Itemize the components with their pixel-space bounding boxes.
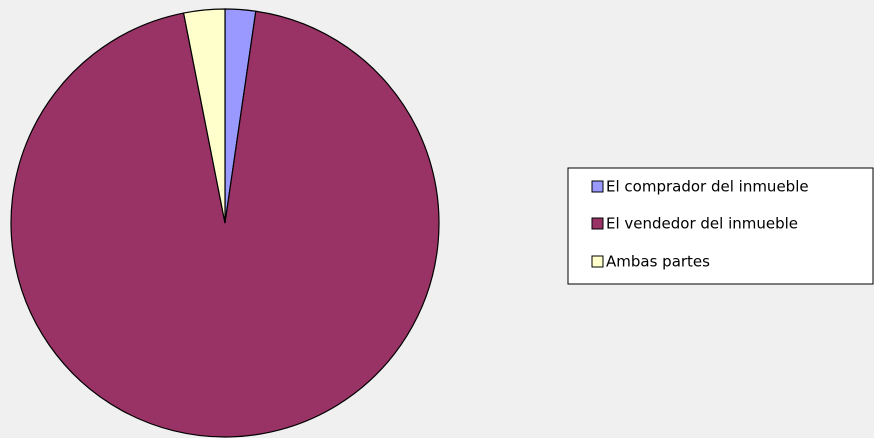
legend-swatch: [591, 217, 604, 230]
legend-box: [567, 167, 874, 285]
pie-slice: [182, 8, 226, 224]
legend-label: El comprador del inmueble: [606, 178, 809, 196]
pie-slice: [10, 10, 440, 438]
legend-label: Ambas partes: [606, 253, 710, 271]
legend-swatch: [591, 180, 604, 193]
legend-swatch: [591, 255, 604, 268]
legend-label: El vendedor del inmueble: [606, 215, 798, 233]
